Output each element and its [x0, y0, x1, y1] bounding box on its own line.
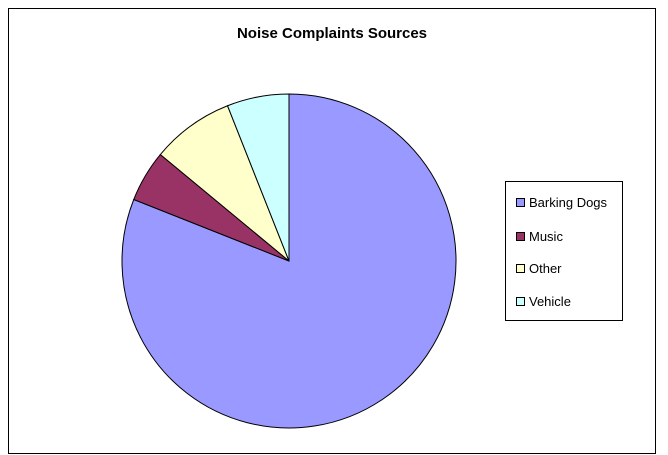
- legend-swatch: [516, 231, 525, 241]
- legend-swatch: [516, 296, 525, 306]
- legend-label: Other: [529, 260, 562, 276]
- legend-label: Vehicle: [529, 293, 571, 309]
- legend-item: Music: [516, 228, 563, 244]
- legend-label: Music: [529, 228, 563, 244]
- chart-title: Noise Complaints Sources: [236, 25, 428, 42]
- legend-swatch: [516, 263, 525, 273]
- chart-area: Noise Complaints Sources Barking Dogs Mus…: [8, 8, 656, 454]
- legend-label: Barking Dogs: [529, 194, 608, 210]
- pie-chart: [121, 93, 457, 429]
- pie-slice-barking-dogs: [121, 93, 457, 429]
- legend-item: Barking Dogs: [516, 194, 607, 210]
- legend: Barking Dogs Music Other Vehicle: [505, 181, 623, 321]
- legend-swatch: [516, 197, 525, 207]
- legend-item: Other: [516, 260, 562, 276]
- pie-slice-vehicle: [226, 93, 290, 262]
- legend-item: Vehicle: [516, 293, 571, 309]
